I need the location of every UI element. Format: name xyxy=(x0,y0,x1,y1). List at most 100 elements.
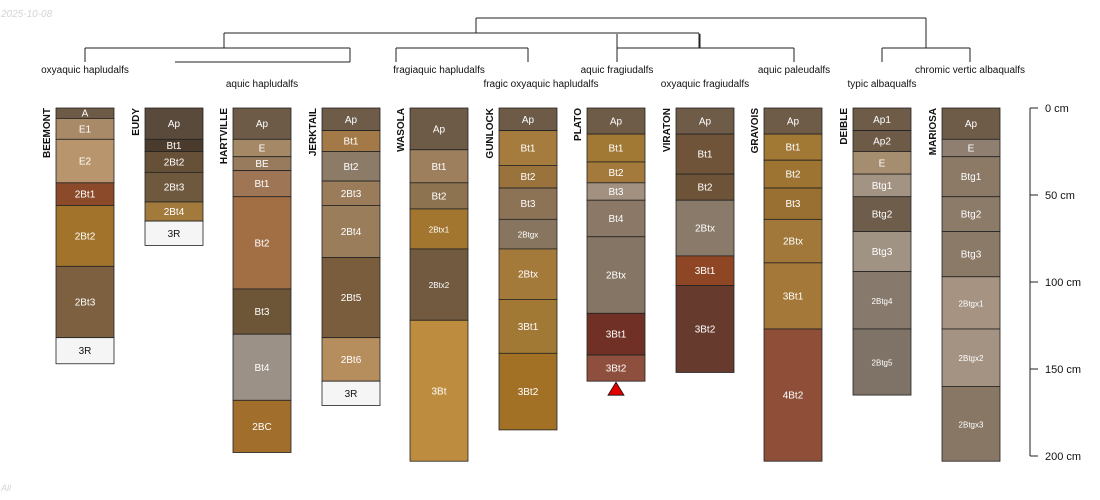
horizon-label: 2Btgx xyxy=(518,231,538,240)
horizon-label: Bt2 xyxy=(785,170,800,181)
taxon-label: aquic fragiudalfs xyxy=(581,65,654,76)
horizon-block xyxy=(144,107,204,140)
horizon-label: Btg2 xyxy=(961,210,982,221)
horizon-label: 2Btx xyxy=(606,271,626,282)
horizon-label: A xyxy=(82,109,89,120)
horizon-label: 2Btx xyxy=(518,270,538,281)
horizon-block xyxy=(763,328,823,462)
horizon-label: Bt4 xyxy=(254,363,269,374)
footer-watermark: All xyxy=(1,483,12,493)
horizon-label: 2Btx1 xyxy=(429,225,450,234)
horizon-block xyxy=(498,352,558,431)
profile-name: JERKTAIL xyxy=(308,108,319,156)
profile-name: BEEMONT xyxy=(42,108,53,158)
taxon-label: fragic oxyaquic hapludalfs xyxy=(483,79,598,90)
horizon-label: 3Bt2 xyxy=(695,324,716,335)
depth-axis-label: 150 cm xyxy=(1045,364,1081,376)
horizon-block xyxy=(55,205,115,267)
date-watermark: 2025-10-08 xyxy=(1,9,53,20)
depth-axis-label: 0 cm xyxy=(1045,103,1069,115)
horizon-label: 2Btgx2 xyxy=(959,354,984,363)
horizon-label: Ap xyxy=(345,115,358,126)
horizon-label: 2Bt5 xyxy=(341,293,362,304)
horizon-block xyxy=(586,354,646,382)
horizon-label: E xyxy=(259,144,266,155)
horizon-block xyxy=(586,199,646,238)
horizon-label: 2Btx xyxy=(695,224,715,235)
horizon-label: 2Btx xyxy=(783,237,803,248)
horizon-label: Ap xyxy=(787,117,800,128)
horizon-label: Bt1 xyxy=(343,137,358,148)
taxon-label: aquic paleudalfs xyxy=(758,65,830,76)
horizon-label: 4Bt2 xyxy=(783,391,804,402)
horizon-block xyxy=(409,319,469,462)
horizon-label: 3Bt1 xyxy=(606,330,627,341)
taxon-label: fragiaquic hapludalfs xyxy=(393,65,485,76)
horizon-block xyxy=(675,133,735,175)
horizon-label: 3R xyxy=(79,346,92,357)
horizon-label: Ap xyxy=(433,124,446,135)
horizon-label: Ap xyxy=(965,119,978,130)
horizon-label: 2Bt3 xyxy=(75,298,96,309)
horizon-block xyxy=(232,399,292,453)
horizon-label: Bt1 xyxy=(431,162,446,173)
profile-name: HARTVILLE xyxy=(219,108,230,164)
horizon-block xyxy=(675,255,735,286)
horizon-label: Bt3 xyxy=(520,199,535,210)
taxon-label: chromic vertic albaqualfs xyxy=(915,65,1025,76)
horizon-block xyxy=(852,328,912,396)
horizon-block xyxy=(232,107,292,140)
profile-name: GRAVOIS xyxy=(750,108,761,154)
horizon-label: 2Bt2 xyxy=(164,157,185,168)
horizon-block xyxy=(941,156,1001,198)
horizon-label: 2Bt3 xyxy=(164,183,185,194)
profile-name: DEIBLE xyxy=(839,108,850,145)
horizon-block xyxy=(675,173,735,201)
horizon-label: 2Bt6 xyxy=(341,355,362,366)
horizon-label: 2Btx2 xyxy=(429,281,450,290)
horizon-block xyxy=(586,236,646,314)
horizon-label: Btg1 xyxy=(872,181,893,192)
horizon-label: 2Btgx1 xyxy=(959,299,984,308)
horizon-block xyxy=(409,149,469,184)
horizon-label: Bt2 xyxy=(254,238,269,249)
profile-name: GUNLOCK xyxy=(485,107,496,158)
horizon-block xyxy=(409,208,469,250)
horizon-label: 2Bt4 xyxy=(164,207,185,218)
horizon-label: Bt2 xyxy=(520,172,535,183)
horizon-block xyxy=(409,248,469,321)
horizon-label: Ap2 xyxy=(873,137,891,148)
horizon-label: E2 xyxy=(79,157,92,168)
horizon-block xyxy=(941,231,1001,278)
horizon-label: 2Bt4 xyxy=(341,227,362,238)
horizon-label: 3Bt2 xyxy=(606,364,627,375)
horizon-block xyxy=(852,231,912,272)
horizon-label: E xyxy=(968,144,975,155)
horizon-label: 3Bt xyxy=(431,386,446,397)
horizon-block xyxy=(55,265,115,339)
profile-name: WASOLA xyxy=(396,108,407,152)
horizon-label: 3Bt1 xyxy=(518,322,539,333)
horizon-label: Btg3 xyxy=(961,250,982,261)
horizon-label: Bt1 xyxy=(697,150,712,161)
horizon-label: 2BC xyxy=(252,422,271,433)
horizon-label: 3R xyxy=(345,389,358,400)
horizon-block xyxy=(498,130,558,166)
horizon-block xyxy=(232,196,292,290)
horizon-block xyxy=(409,107,469,151)
horizon-label: 3Bt1 xyxy=(695,266,716,277)
depth-axis-label: 100 cm xyxy=(1045,277,1081,289)
horizon-label: Bt3 xyxy=(785,199,800,210)
horizon-block xyxy=(852,196,912,232)
profile-name: VIRATON xyxy=(662,108,673,152)
horizon-label: Bt2 xyxy=(697,183,712,194)
horizon-block xyxy=(55,337,115,365)
horizon-label: Ap xyxy=(699,117,712,128)
horizon-block xyxy=(321,337,381,382)
horizon-block xyxy=(941,196,1001,232)
horizon-block xyxy=(763,133,823,161)
horizon-block xyxy=(144,171,204,203)
horizon-label: Btg3 xyxy=(872,247,893,258)
horizon-label: BE xyxy=(255,159,269,170)
horizon-label: Btg2 xyxy=(872,210,893,221)
